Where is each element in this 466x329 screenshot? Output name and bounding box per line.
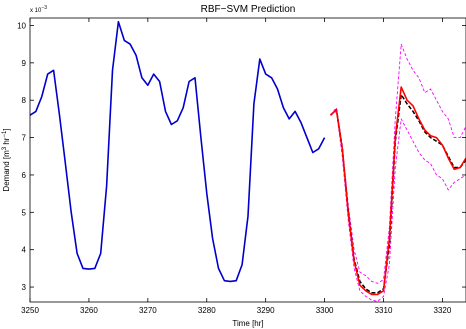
y-label-exp1: 3: [2, 146, 8, 150]
y-tick-label: 6: [22, 171, 27, 180]
y-label-prefix: Demand [m: [2, 150, 11, 192]
series-line-actual: [329, 86, 466, 296]
chart-title: RBF−SVM Prediction: [201, 4, 296, 15]
y-multiplier: x 10−3: [30, 5, 47, 14]
y-tick-label: 4: [22, 246, 27, 255]
y-tick-label: 3: [22, 283, 27, 292]
x-tick-label: 3320: [434, 306, 452, 315]
y-tick-label: 9: [22, 59, 27, 68]
x-tick-label: 3280: [198, 306, 216, 315]
plot-background: [30, 18, 466, 302]
x-tick-label: 3310: [375, 306, 393, 315]
x-tick-label: 3250: [21, 306, 39, 315]
y-tick-label: 8: [22, 96, 27, 105]
x-tick-label: 3290: [257, 306, 275, 315]
x-axis-label: Time [hr]: [232, 319, 263, 328]
y-tick-label: 7: [22, 134, 27, 143]
x-tick-label: 3270: [139, 306, 157, 315]
y-multiplier-base: x 10: [30, 8, 42, 14]
y-multiplier-exp: −3: [41, 5, 47, 11]
tick-layer: 3250 3260 3270 3280 3290 3300 3310 3320 3 4 5 6 7 8 9 1…: [17, 18, 466, 315]
y-axis-label: Demand [m3 hr−1]: [2, 128, 11, 191]
x-tick-label: 3300: [316, 306, 334, 315]
y-label-suffix: ]: [2, 128, 11, 130]
y-tick-label: 5: [22, 208, 27, 217]
series-line-history: [29, 20, 326, 283]
y-tick-label: 10: [17, 21, 26, 30]
series-line-lower-bound: [330, 110, 466, 302]
plot-frame: [29, 17, 466, 303]
y-label-exp2: −1: [2, 130, 8, 138]
y-label-mid: hr: [2, 137, 11, 147]
series-layer: [29, 20, 466, 302]
series-line-upper-bound: [330, 43, 466, 284]
x-tick-label: 3260: [80, 306, 98, 315]
